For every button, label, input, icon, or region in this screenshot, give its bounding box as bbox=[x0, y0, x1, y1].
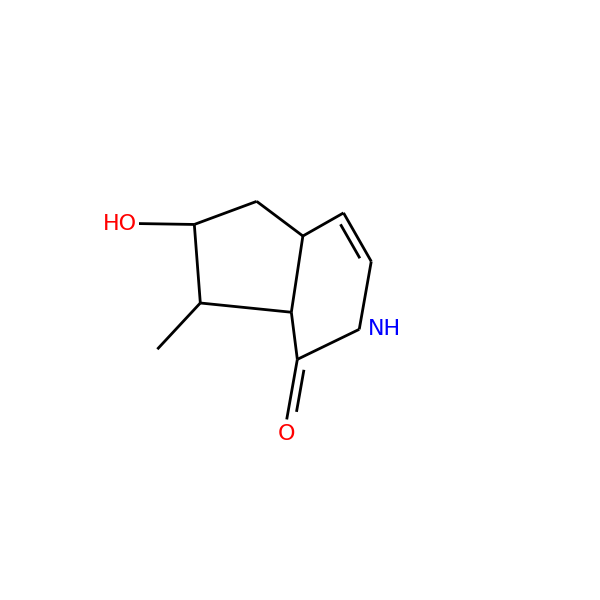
Text: O: O bbox=[278, 424, 295, 444]
Text: HO: HO bbox=[103, 214, 137, 233]
Text: NH: NH bbox=[368, 319, 401, 340]
